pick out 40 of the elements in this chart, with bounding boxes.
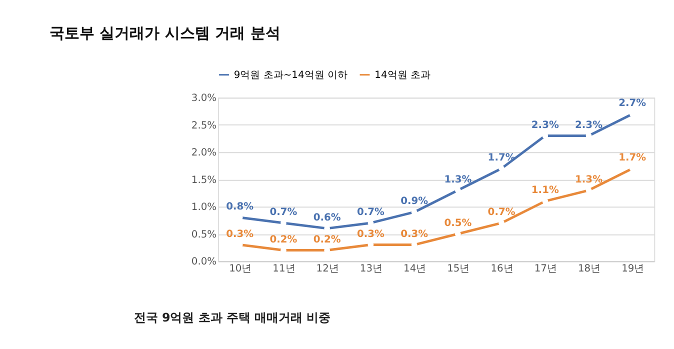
data-label: 1.7% xyxy=(618,152,646,164)
x-tick-label: 11년 xyxy=(272,264,296,275)
x-tick-label: 19년 xyxy=(622,264,644,275)
data-label: 2.7% xyxy=(618,98,646,110)
y-tick-label: 3.0% xyxy=(191,93,217,104)
x-tick-label: 16년 xyxy=(490,264,514,275)
data-label: 0.6% xyxy=(313,212,341,224)
x-tick-label: 14년 xyxy=(404,264,426,275)
legend-label: 14억원 초과 xyxy=(374,70,430,81)
data-label: 0.5% xyxy=(444,218,472,229)
x-tick-label: 17년 xyxy=(534,264,557,275)
text: 전국 9억원 초과 주택 매매거래 비중 xyxy=(134,310,331,325)
data-label: 0.7% xyxy=(356,207,385,218)
data-label: 0.7% xyxy=(488,207,516,218)
x-tick-label: 15년 xyxy=(447,264,470,275)
data-label: 0.3% xyxy=(226,228,254,240)
data-label: 0.7% xyxy=(270,207,298,218)
y-tick-label: 0.0% xyxy=(191,256,217,268)
data-label: 0.2% xyxy=(313,234,341,246)
y-tick-label: 0.5% xyxy=(191,229,217,240)
y-tick-label: 2.0% xyxy=(191,148,217,159)
data-label: 0.3% xyxy=(356,228,385,240)
data-label: 1.3% xyxy=(575,174,603,186)
x-tick-label: 10년 xyxy=(229,264,252,275)
y-tick-label: 1.0% xyxy=(191,202,217,214)
data-label: 0.9% xyxy=(400,196,428,208)
x-tick-label: 13년 xyxy=(360,264,382,275)
legend-label: 9억원 초과~14억원 이하 xyxy=(234,70,348,81)
y-tick-label: 1.5% xyxy=(191,174,217,186)
data-label: 1.1% xyxy=(531,185,559,196)
data-label: 2.3% xyxy=(531,120,559,131)
data-label: 0.3% xyxy=(400,228,428,240)
y-tick-label: 2.5% xyxy=(191,120,217,132)
x-tick-label: 12년 xyxy=(316,264,339,275)
data-label: 0.8% xyxy=(226,202,254,213)
x-tick-label: 18년 xyxy=(578,264,601,275)
data-label: 2.3% xyxy=(575,120,603,131)
data-label: 1.3% xyxy=(444,174,472,186)
data-label: 0.2% xyxy=(270,234,298,246)
chart-title: 국토부 실거래가 시스템 거래 분석 xyxy=(50,24,280,42)
